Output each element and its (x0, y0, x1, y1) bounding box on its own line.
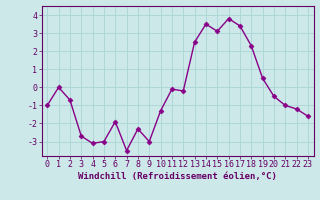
X-axis label: Windchill (Refroidissement éolien,°C): Windchill (Refroidissement éolien,°C) (78, 172, 277, 181)
